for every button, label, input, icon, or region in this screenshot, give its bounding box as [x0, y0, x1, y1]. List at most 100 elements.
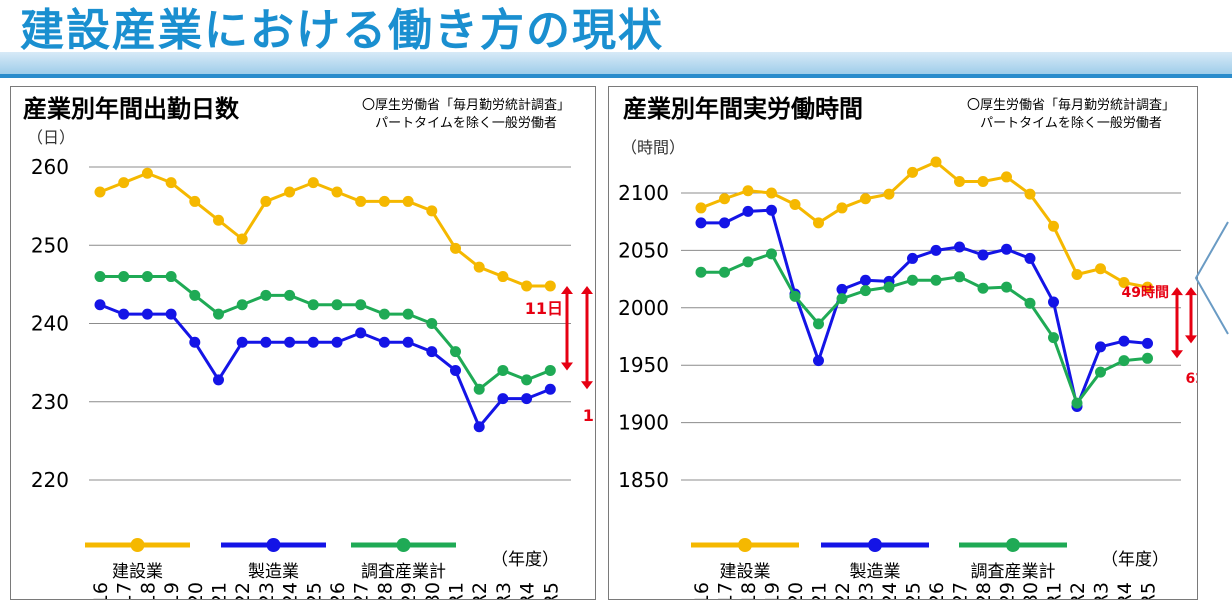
data-point [260, 195, 272, 207]
data-point [930, 244, 942, 256]
data-point [141, 308, 153, 320]
y-unit-label: （時間） [621, 138, 685, 157]
x-tick-label: H26 [926, 582, 948, 599]
x-tick-label: H18 [738, 582, 760, 599]
x-tick-label: H20 [785, 582, 807, 599]
data-point [284, 289, 296, 301]
data-point [284, 186, 296, 198]
x-tick-label: R3 [1091, 582, 1113, 599]
data-point [355, 299, 367, 311]
data-point [695, 266, 707, 278]
data-point [695, 217, 707, 229]
data-point [497, 393, 509, 405]
y-tick-label: 2050 [618, 238, 669, 262]
data-point [1048, 220, 1059, 232]
x-tick-label: H24 [879, 582, 901, 599]
data-point [118, 271, 130, 283]
chevron-right-icon [1194, 221, 1229, 335]
data-point [307, 177, 319, 189]
x-tick-label: H22 [832, 582, 854, 599]
title-rule [0, 74, 1232, 78]
data-point [497, 364, 509, 376]
y-unit-label: （日） [27, 128, 75, 147]
data-point [307, 336, 319, 348]
data-point [766, 187, 777, 199]
source-note-line1: 〇厚生労働省「毎月勤労統計調査」 [967, 97, 1175, 113]
data-point [450, 346, 461, 358]
data-point [260, 336, 272, 348]
data-point [521, 393, 533, 405]
data-point [789, 290, 801, 302]
x-tick-label: H24 [280, 582, 302, 599]
data-point [954, 241, 965, 253]
x-tick-label: H29 [997, 582, 1019, 599]
data-point [719, 217, 730, 229]
data-point [813, 355, 824, 367]
y-tick-label: 260 [31, 155, 69, 179]
x-tick-label: H30 [1020, 582, 1042, 599]
chart-title: 産業別年間出勤日数 [23, 95, 240, 123]
x-tick-label: H17 [715, 582, 737, 599]
data-point [544, 364, 556, 376]
data-point [860, 274, 871, 286]
data-point [213, 374, 224, 386]
data-point [1071, 269, 1083, 281]
data-point [789, 198, 801, 210]
legend-marker [396, 538, 411, 552]
data-point [1095, 263, 1106, 275]
data-point [165, 308, 177, 320]
arrow-head [581, 285, 593, 294]
x-tick-label: H27 [950, 582, 972, 599]
x-tick-label: H23 [256, 582, 278, 599]
data-point [1095, 366, 1106, 378]
data-point [930, 274, 942, 286]
data-point [742, 185, 754, 197]
data-point [813, 318, 824, 330]
x-tick-label: H29 [398, 582, 420, 599]
data-point [1001, 281, 1012, 293]
chart-days: 産業別年間出勤日数 〇厚生労働省「毎月勤労統計調査」パートタイムを除く一般労働者 （… [23, 95, 595, 599]
data-point [719, 193, 730, 205]
y-tick-label: 2100 [618, 181, 669, 205]
legend-label: 建設業 [112, 562, 163, 582]
legend-label: 製造業 [248, 562, 299, 582]
x-tick-label: H23 [856, 582, 878, 599]
x-tick-label: R1 [1044, 582, 1066, 599]
legend-marker [1006, 538, 1020, 552]
y-tick-label: 220 [31, 468, 69, 492]
data-point [1118, 355, 1130, 367]
arrow-head [561, 362, 573, 371]
page-title: 建設産業における働き方の現状 [20, 5, 664, 56]
x-tick-label: H16 [691, 582, 713, 599]
x-tick-label: R4 [1114, 582, 1136, 599]
data-point [236, 233, 248, 245]
data-point [742, 256, 754, 268]
data-point [1142, 337, 1153, 349]
data-point [189, 195, 201, 207]
data-point [883, 281, 895, 293]
data-point [260, 289, 272, 301]
y-tick-label: 230 [31, 390, 69, 414]
x-tick-label: R5 [540, 582, 562, 599]
legend-marker [266, 538, 281, 552]
arrow-head [581, 381, 593, 390]
data-point [766, 204, 777, 216]
data-point [402, 336, 414, 348]
data-point [331, 336, 343, 348]
y-tick-label: 250 [31, 233, 69, 257]
data-point [883, 188, 895, 200]
x-tick-label: H21 [209, 582, 231, 599]
data-point [355, 327, 367, 339]
data-point [236, 336, 248, 348]
legend-marker [738, 538, 752, 552]
data-point [213, 214, 224, 226]
x-tick-label: R1 [446, 582, 468, 599]
arrow-head [561, 285, 573, 294]
data-point [189, 336, 201, 348]
data-point [1142, 281, 1153, 293]
data-point [977, 249, 989, 261]
data-point [1118, 277, 1130, 289]
data-point [141, 167, 153, 179]
series-line [99, 303, 551, 429]
data-point [1024, 188, 1036, 200]
